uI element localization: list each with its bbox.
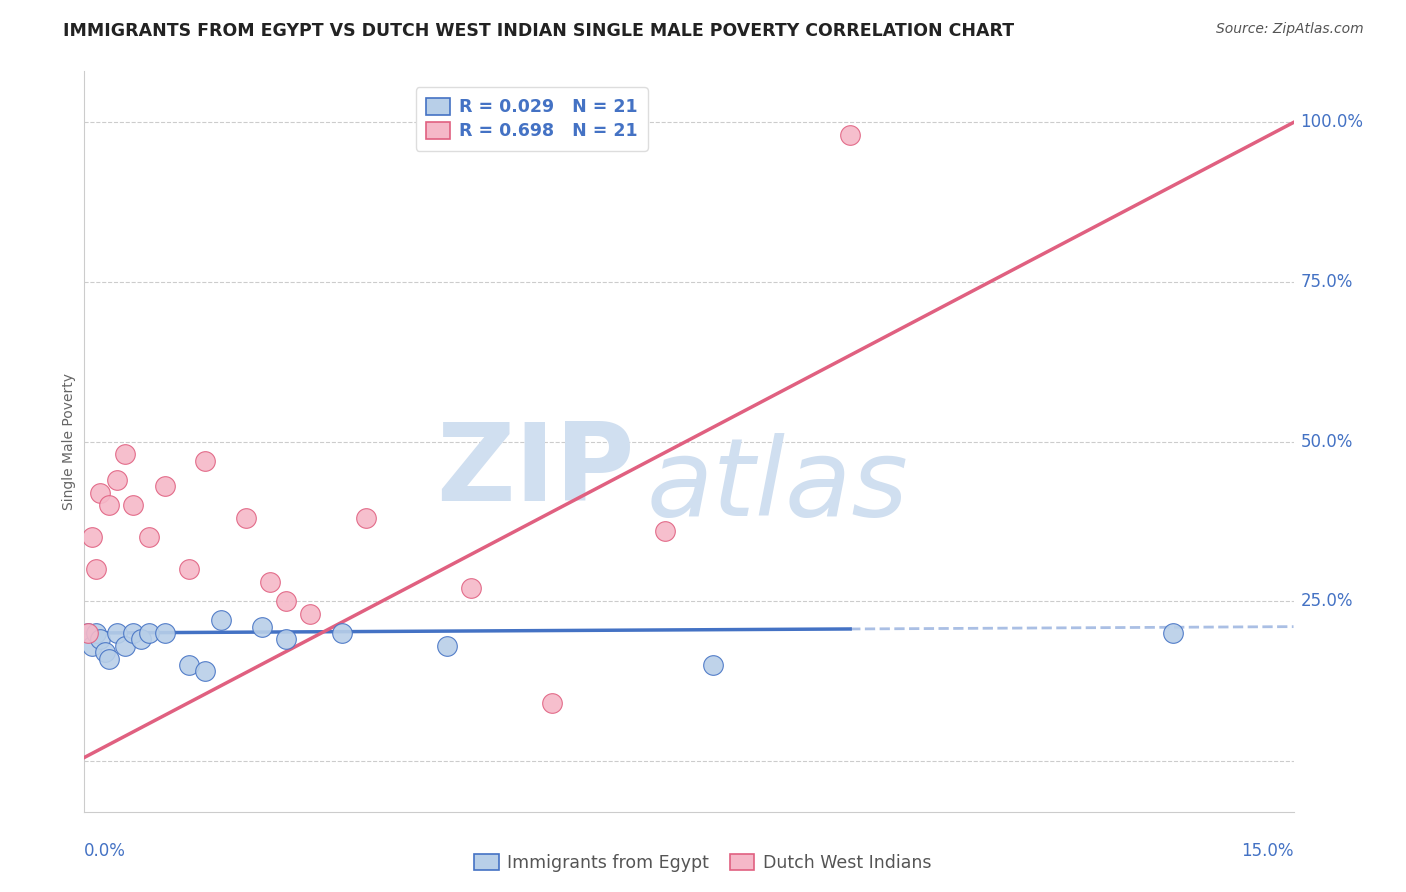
Point xyxy=(129,632,152,647)
Point xyxy=(105,473,128,487)
Point xyxy=(86,626,108,640)
Text: 100.0%: 100.0% xyxy=(1301,113,1364,131)
Point xyxy=(97,651,120,665)
Point xyxy=(702,657,724,672)
Point xyxy=(77,626,100,640)
Text: 15.0%: 15.0% xyxy=(1241,842,1294,860)
Point xyxy=(114,447,136,461)
Point xyxy=(121,499,143,513)
Text: 25.0%: 25.0% xyxy=(1301,592,1353,610)
Point xyxy=(121,626,143,640)
Text: 0.0%: 0.0% xyxy=(84,842,127,860)
Point xyxy=(541,696,564,710)
Point xyxy=(77,626,100,640)
Text: 75.0%: 75.0% xyxy=(1301,273,1353,291)
Point xyxy=(82,639,104,653)
Legend: Immigrants from Egypt, Dutch West Indians: Immigrants from Egypt, Dutch West Indian… xyxy=(467,847,939,879)
Point xyxy=(194,665,217,679)
Point xyxy=(460,582,482,596)
Point xyxy=(274,632,297,647)
Point xyxy=(114,639,136,653)
Point xyxy=(105,626,128,640)
Point xyxy=(209,613,232,627)
Text: IMMIGRANTS FROM EGYPT VS DUTCH WEST INDIAN SINGLE MALE POVERTY CORRELATION CHART: IMMIGRANTS FROM EGYPT VS DUTCH WEST INDI… xyxy=(63,22,1014,40)
Point xyxy=(299,607,322,621)
Text: Source: ZipAtlas.com: Source: ZipAtlas.com xyxy=(1216,22,1364,37)
Legend: R = 0.029   N = 21, R = 0.698   N = 21: R = 0.029 N = 21, R = 0.698 N = 21 xyxy=(416,87,648,151)
Point xyxy=(89,632,111,647)
Text: 50.0%: 50.0% xyxy=(1301,433,1353,450)
Point xyxy=(250,619,273,633)
Point xyxy=(179,562,201,576)
Point xyxy=(839,128,862,143)
Text: ZIP: ZIP xyxy=(436,418,634,524)
Point xyxy=(436,639,458,653)
Point xyxy=(235,511,257,525)
Point xyxy=(330,626,353,640)
Point xyxy=(138,530,160,544)
Text: atlas: atlas xyxy=(647,434,908,539)
Point xyxy=(153,626,176,640)
Point xyxy=(1161,626,1184,640)
Point xyxy=(82,530,104,544)
Point xyxy=(194,453,217,467)
Y-axis label: Single Male Poverty: Single Male Poverty xyxy=(62,373,76,510)
Point xyxy=(86,562,108,576)
Point xyxy=(138,626,160,640)
Point xyxy=(356,511,378,525)
Point xyxy=(89,485,111,500)
Point xyxy=(179,657,201,672)
Point xyxy=(259,574,281,589)
Point xyxy=(654,524,676,538)
Point xyxy=(97,499,120,513)
Point xyxy=(274,594,297,608)
Point xyxy=(153,479,176,493)
Point xyxy=(93,645,115,659)
